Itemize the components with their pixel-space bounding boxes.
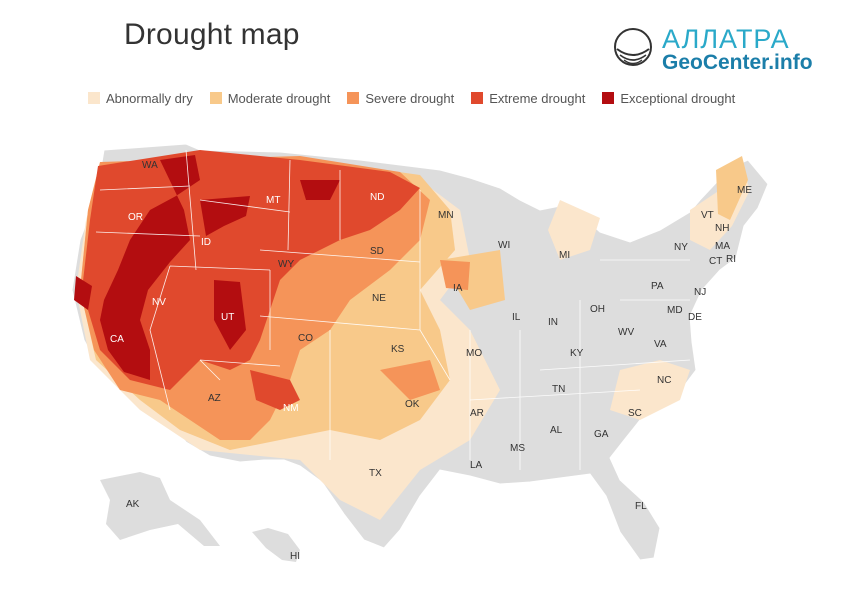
state-label-ri: RI bbox=[726, 254, 736, 265]
state-label-va: VA bbox=[654, 339, 667, 350]
state-label-de: DE bbox=[688, 312, 702, 323]
alaska-shape bbox=[100, 472, 220, 546]
legend-swatch bbox=[347, 92, 360, 104]
state-label-wv: WV bbox=[618, 327, 634, 338]
state-label-oh: OH bbox=[590, 304, 605, 315]
legend-label: Abnormally dry bbox=[106, 90, 193, 106]
legend-item-extreme-drought: Extreme drought bbox=[471, 91, 585, 106]
state-label-ct: CT bbox=[709, 256, 722, 267]
logo-text-top: АЛЛАТРА bbox=[662, 24, 790, 54]
legend-swatch bbox=[209, 92, 222, 104]
state-label-nc: NC bbox=[657, 375, 671, 386]
state-label-tx: TX bbox=[369, 468, 382, 479]
drought-exceptional-layer bbox=[74, 155, 340, 380]
state-label-mo: MO bbox=[466, 348, 482, 359]
legend-label: Extreme drought bbox=[489, 90, 586, 106]
state-label-ga: GA bbox=[594, 429, 609, 440]
legend-swatch bbox=[602, 92, 615, 104]
state-label-id: ID bbox=[201, 237, 211, 248]
state-label-ak: AK bbox=[126, 499, 140, 510]
state-label-in: IN bbox=[548, 317, 558, 328]
drought-area-exceptional-drought bbox=[74, 155, 340, 380]
legend-label: Severe drought bbox=[365, 90, 455, 106]
state-label-az: AZ bbox=[208, 393, 221, 404]
legend-label: Moderate drought bbox=[227, 90, 331, 106]
hawaii-shape bbox=[252, 528, 300, 562]
state-label-sd: SD bbox=[370, 246, 384, 257]
state-label-hi: HI bbox=[290, 551, 300, 562]
state-label-ne: NE bbox=[372, 293, 386, 304]
legend-label: Exceptional drought bbox=[620, 90, 736, 106]
state-label-ks: KS bbox=[391, 344, 405, 355]
allatra-logo: АЛЛАТРА GeoCenter.info bbox=[612, 24, 832, 81]
state-label-ky: KY bbox=[570, 348, 584, 359]
state-label-me: ME bbox=[737, 185, 752, 196]
state-label-pa: PA bbox=[651, 281, 664, 292]
state-label-nh: NH bbox=[715, 223, 729, 234]
legend-swatch bbox=[88, 92, 100, 104]
legend-item-severe-drought: Severe drought bbox=[347, 91, 454, 106]
state-border-lines bbox=[95, 149, 691, 470]
state-label-ca: CA bbox=[110, 334, 124, 345]
state-label-ia: IA bbox=[453, 283, 463, 294]
logo-text-bottom: GeoCenter.info bbox=[662, 51, 813, 74]
state-label-il: IL bbox=[512, 312, 521, 323]
state-label-vt: VT bbox=[701, 210, 714, 221]
state-label-ok: OK bbox=[405, 399, 420, 410]
state-label-ut: UT bbox=[221, 312, 234, 323]
state-label-nd: ND bbox=[370, 192, 384, 203]
state-label-wy: WY bbox=[278, 259, 294, 270]
legend-item-abnormally-dry: Abnormally dry bbox=[88, 91, 193, 106]
legend-swatch bbox=[471, 92, 484, 104]
state-label-wi: WI bbox=[498, 240, 510, 251]
state-label-fl: FL bbox=[635, 501, 647, 512]
state-label-mn: MN bbox=[438, 210, 454, 221]
state-label-sc: SC bbox=[628, 408, 642, 419]
state-label-nm: NM bbox=[283, 403, 299, 414]
map-title: Drought map bbox=[124, 18, 300, 51]
state-label-wa: WA bbox=[142, 160, 158, 171]
state-label-ar: AR bbox=[470, 408, 484, 419]
state-label-mt: MT bbox=[266, 195, 280, 206]
state-label-al: AL bbox=[550, 425, 563, 436]
legend: Abnormally dry Moderate drought Severe d… bbox=[88, 90, 752, 106]
state-label-mi: MI bbox=[559, 250, 570, 261]
state-borders bbox=[95, 149, 691, 470]
state-label-md: MD bbox=[667, 305, 683, 316]
state-label-co: CO bbox=[298, 333, 313, 344]
state-label-ny: NY bbox=[674, 242, 688, 253]
state-label-ma: MA bbox=[715, 241, 730, 252]
state-label-nj: NJ bbox=[694, 287, 706, 298]
state-label-or: OR bbox=[128, 212, 143, 223]
state-label-nv: NV bbox=[152, 297, 166, 308]
state-label-la: LA bbox=[470, 460, 483, 471]
legend-item-exceptional-drought: Exceptional drought bbox=[602, 91, 735, 106]
state-label-tn: TN bbox=[552, 384, 565, 395]
legend-item-moderate-drought: Moderate drought bbox=[209, 90, 331, 106]
globe-logo-icon bbox=[614, 28, 652, 66]
state-labels: WA OR ID MT ND MN WI MI NY VT NH ME MA C… bbox=[110, 160, 752, 562]
state-label-ms: MS bbox=[510, 443, 525, 454]
